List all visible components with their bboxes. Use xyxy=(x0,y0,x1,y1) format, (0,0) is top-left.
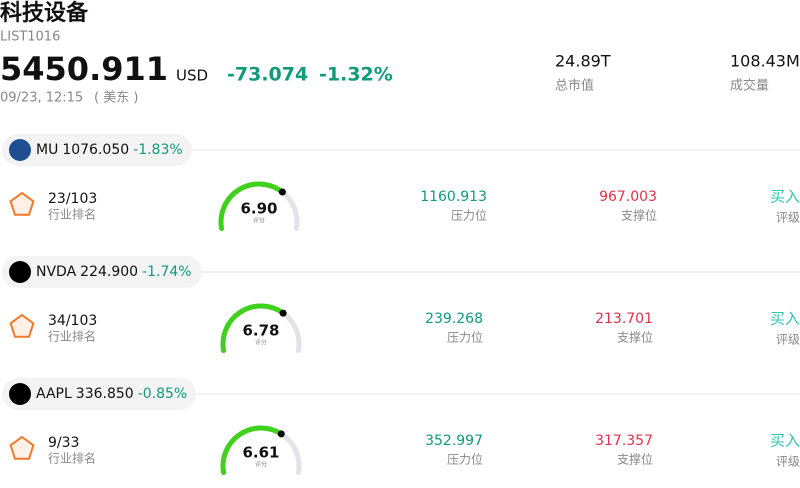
stock-change: -1.74% xyxy=(142,264,192,280)
code: LIST1016 xyxy=(0,30,60,45)
currency: USD xyxy=(176,67,208,85)
rating: 买入 xyxy=(770,310,800,328)
stock-icon xyxy=(9,261,31,283)
timezone: ( 美东 ) xyxy=(94,91,138,106)
rank: 23/103 xyxy=(48,191,97,207)
stock-price: 1076.050 xyxy=(62,142,129,158)
score: 6.90 xyxy=(240,200,277,218)
stock-symbol: MU xyxy=(36,142,58,158)
support-label: 支撑位 xyxy=(617,452,653,467)
rank-icon xyxy=(9,313,35,338)
stock-pill[interactable] xyxy=(2,378,196,410)
stock-change: -0.85% xyxy=(138,386,188,402)
stock-symbol: AAPL xyxy=(36,386,72,402)
stock-label: AAPL 336.850 -0.85% xyxy=(36,386,187,402)
gauge-fill xyxy=(220,425,284,476)
stock-label: MU 1076.050 -1.83% xyxy=(36,142,183,158)
score: 6.61 xyxy=(242,444,279,462)
rating-label: 评级 xyxy=(776,211,800,225)
stat-value: 24.89T xyxy=(555,52,611,71)
stat-value: 108.43M xyxy=(730,52,800,71)
stock-change: -1.83% xyxy=(133,142,183,158)
stock-pill[interactable] xyxy=(2,134,192,166)
support: 213.701 xyxy=(595,311,653,327)
resistance-label: 压力位 xyxy=(451,208,487,223)
score-label: 评分 xyxy=(255,461,267,469)
gauge-dot xyxy=(278,188,286,196)
resistance-label: 压力位 xyxy=(447,452,483,467)
gauge-fill xyxy=(218,181,285,232)
rank-label: 行业排名 xyxy=(48,329,96,344)
gauge-dot xyxy=(277,430,285,438)
price: 5450.911 xyxy=(0,50,168,88)
date: 09/23, 12:15 xyxy=(0,91,83,106)
stock-icon xyxy=(9,383,31,405)
gauge-dot xyxy=(279,309,287,317)
rating-label: 评级 xyxy=(776,455,800,469)
gauge-fill xyxy=(220,303,286,354)
resistance-label: 压力位 xyxy=(447,330,483,345)
stat-label: 总市值 xyxy=(555,78,594,94)
title: 科技设备 xyxy=(0,0,89,26)
score: 6.78 xyxy=(242,322,279,340)
rank-icon xyxy=(9,191,35,216)
stock-icon xyxy=(9,139,31,161)
rating-label: 评级 xyxy=(776,333,800,347)
support: 317.357 xyxy=(595,433,653,449)
rank-label: 行业排名 xyxy=(48,207,96,222)
support-label: 支撑位 xyxy=(617,330,653,345)
support: 967.003 xyxy=(599,189,657,205)
resistance: 352.997 xyxy=(425,433,483,449)
rank-icon xyxy=(9,435,35,460)
rating: 买入 xyxy=(770,432,800,450)
score-label: 评分 xyxy=(253,217,265,225)
stat-label: 成交量 xyxy=(730,78,769,94)
stock-pill[interactable] xyxy=(2,256,202,288)
rank: 9/33 xyxy=(48,435,79,451)
change: -73.074 xyxy=(227,64,308,86)
stock-price: 224.900 xyxy=(80,264,138,280)
resistance: 239.268 xyxy=(425,311,483,327)
change-pct: -1.32% xyxy=(319,64,393,86)
stock-price: 336.850 xyxy=(76,386,134,402)
support-label: 支撑位 xyxy=(621,208,657,223)
stock-symbol: NVDA xyxy=(36,264,77,280)
rank: 34/103 xyxy=(48,313,97,329)
score-label: 评分 xyxy=(255,339,267,347)
stock-label: NVDA 224.900 -1.74% xyxy=(36,264,192,280)
resistance: 1160.913 xyxy=(420,189,487,205)
rank-label: 行业排名 xyxy=(48,451,96,466)
rating: 买入 xyxy=(770,188,800,206)
